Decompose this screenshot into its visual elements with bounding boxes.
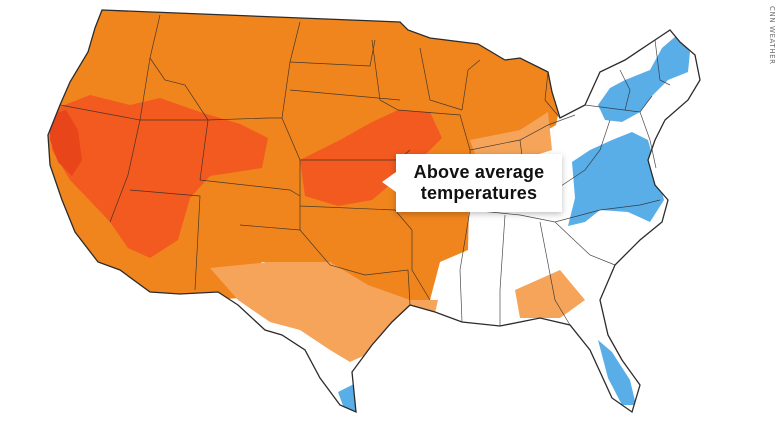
below-average-northeast [598,36,690,122]
callout-line-2: temperatures [420,183,538,203]
callout-line-1: Above average [413,162,545,182]
much-above-average-plains [300,110,442,206]
cnn-weather-credit: CNN WEATHER [768,6,776,65]
below-average-florida [598,340,636,405]
much-above-average-west [52,95,268,258]
much-above-average-california [50,110,82,176]
below-average-appalachia [568,132,664,226]
us-outline [47,9,701,414]
state-borders [59,14,671,326]
above-average-temperatures-callout: Above average temperatures [382,154,562,212]
